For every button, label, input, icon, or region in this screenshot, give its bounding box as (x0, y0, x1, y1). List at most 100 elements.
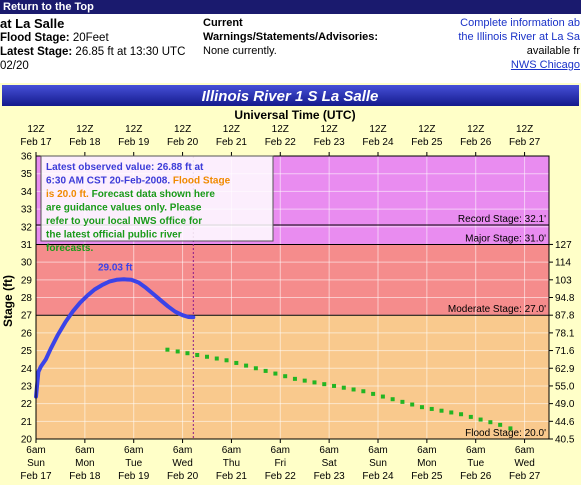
annotation-word: at (194, 162, 204, 173)
annotation-word: for (189, 216, 202, 227)
bottom-tick-date: Feb 22 (265, 471, 297, 482)
available-text: available fr (526, 45, 580, 57)
annotation-word: local (108, 216, 134, 227)
bottom-tick-date: Feb 25 (411, 471, 443, 482)
top-tick-label: 12Z (516, 124, 533, 135)
forecast-point (263, 368, 268, 373)
forecast-point (478, 417, 483, 422)
stage-zone (36, 315, 549, 439)
forecast-point (498, 422, 503, 427)
top-tick-date: Feb 17 (20, 137, 52, 148)
annotation-word: value: (125, 162, 157, 173)
chart-title-bar (2, 85, 579, 106)
y-tick-label: 21 (21, 417, 33, 428)
annotation-word: are (46, 203, 64, 214)
annotation-word: ft (185, 162, 194, 173)
forecast-point (429, 406, 434, 411)
hydrograph-chart: Illinois River 1 S La Salle Universal Ti… (0, 83, 581, 485)
flood-stage-value: 20Feet (72, 32, 109, 44)
y-tick-label: 35 (21, 169, 33, 180)
river-info-link[interactable]: the Illinois River at La Sa (458, 31, 580, 43)
stage-label: Moderate Stage: 27.0' (448, 304, 546, 315)
top-nav-bar: Return to the Top (0, 0, 581, 14)
right-tick-label: 55.0 (555, 381, 575, 392)
bottom-tick-day: Fri (274, 458, 286, 469)
forecast-point (205, 354, 209, 359)
annotation-word: 6:30 (46, 176, 68, 187)
y-tick-label: 36 (21, 152, 33, 163)
forecast-point (410, 402, 415, 407)
forecast-point (224, 358, 229, 363)
warnings-status: None currently. (203, 45, 277, 57)
right-tick-label: 40.5 (555, 435, 575, 446)
forecast-point (371, 391, 376, 396)
warnings-heading-1: Current (203, 17, 243, 29)
bottom-tick-time: 6am (319, 445, 338, 456)
forecast-point (214, 356, 219, 361)
bottom-tick-date: Feb 21 (216, 471, 248, 482)
y-tick-label: 33 (21, 205, 33, 216)
y-tick-label: 27 (21, 311, 33, 322)
top-tick-label: 12Z (125, 124, 142, 135)
latest-stage-value: 26.85 ft at 13:30 UTC (75, 46, 186, 58)
forecast-point (302, 378, 307, 383)
top-tick-date: Feb 18 (69, 137, 101, 148)
top-tick-label: 12Z (27, 124, 44, 135)
annotation-word: the (46, 230, 64, 241)
nws-chicago-link[interactable]: NWS Chicago (510, 59, 580, 71)
annotation-word: NWS (133, 216, 159, 227)
bottom-tick-date: Feb 19 (118, 471, 150, 482)
forecast-point (292, 376, 297, 381)
latest-value-annotation: Latest observed value: 26.88 ft at 6:30 A… (40, 155, 274, 254)
annotation-word: 20.0 (57, 189, 79, 200)
bottom-tick-time: 6am (222, 445, 241, 456)
y-tick-label: 30 (21, 258, 33, 269)
right-tick-label: 127 (555, 240, 572, 251)
warnings-panel: Current Warnings/Statements/Advisories: … (203, 16, 378, 58)
forecast-point (439, 408, 444, 413)
forecast-point (508, 426, 513, 431)
annotation-word: Please (170, 203, 202, 214)
y-tick-label: 26 (21, 328, 33, 339)
y-tick-label: 31 (21, 240, 33, 251)
bottom-tick-day: Sat (322, 458, 337, 469)
top-tick-label: 12Z (467, 124, 484, 135)
annotation-word: shown (159, 189, 193, 200)
bottom-tick-date: Feb 17 (20, 471, 52, 482)
bottom-tick-day: Wed (514, 458, 534, 469)
annotation-word: river (160, 230, 182, 241)
top-tick-date: Feb 25 (411, 137, 443, 148)
forecast-point (185, 351, 190, 356)
top-tick-date: Feb 23 (314, 137, 346, 148)
forecast-point (400, 399, 405, 404)
forecast-point (351, 387, 356, 392)
annotation-word: only. (144, 203, 169, 214)
right-tick-label: 49.0 (555, 399, 575, 410)
annotation-word: AM (68, 176, 86, 187)
annotation-word: ft. (79, 189, 91, 200)
forecast-point (253, 366, 258, 371)
top-tick-date: Feb 26 (460, 137, 492, 148)
warnings-heading-2: Warnings/Statements/Advisories: (203, 31, 379, 43)
y-axis-label: Stage (ft) (1, 275, 15, 327)
annotation-line: forecasts. (46, 243, 93, 254)
gauge-location: at La Salle (0, 16, 65, 31)
bottom-tick-time: 6am (368, 445, 387, 456)
annotation-line: is 20.0 ft. Forecast data shown here (46, 189, 215, 200)
annotation-word: office (159, 216, 188, 227)
latest-stage-date: 02/20 (0, 60, 29, 72)
forecast-point (459, 412, 464, 417)
top-tick-label: 12Z (369, 124, 386, 135)
forecast-point (283, 374, 288, 379)
axes: 20 21 22 23 24 25 26 27 28 29 30 31 32 33 34 35 36 12Z Feb… (20, 124, 574, 482)
annotation-word: CST (87, 176, 110, 187)
bottom-tick-day: Tue (125, 458, 142, 469)
forecast-point (244, 363, 249, 368)
complete-info-link[interactable]: Complete information ab (460, 17, 580, 29)
forecast-point (419, 405, 424, 410)
annotation-line: are guidance values only. Please (46, 203, 202, 214)
return-to-top-link[interactable]: Return to the Top (3, 1, 94, 13)
annotation-word: Latest (46, 162, 78, 173)
bottom-tick-day: Sun (27, 458, 45, 469)
annotation-word: public (128, 230, 160, 241)
